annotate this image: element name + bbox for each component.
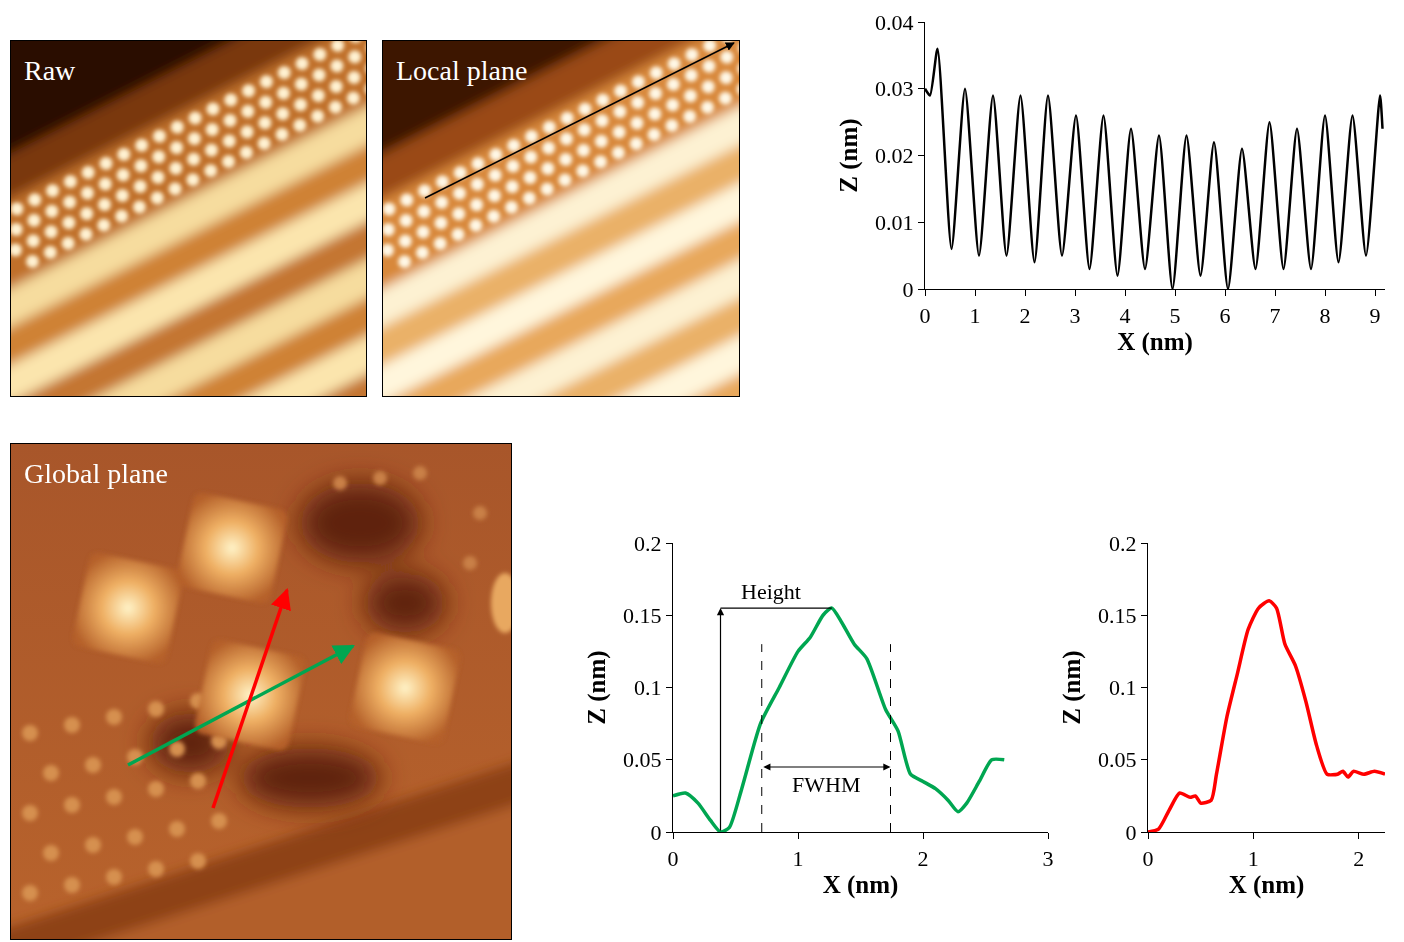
svg-text:0.04: 0.04 [875,10,914,35]
svg-text:X (nm): X (nm) [1229,871,1305,899]
svg-text:X (nm): X (nm) [1117,328,1193,356]
svg-text:Z (nm): Z (nm) [1058,650,1086,724]
svg-text:0.01: 0.01 [875,210,914,235]
svg-text:Height: Height [741,579,801,604]
svg-text:0.2: 0.2 [1109,531,1137,556]
svg-text:3: 3 [1070,303,1081,328]
svg-text:8: 8 [1320,303,1331,328]
svg-text:0.2: 0.2 [634,531,662,556]
svg-text:2: 2 [918,846,929,871]
svg-text:6: 6 [1220,303,1231,328]
svg-text:2: 2 [1020,303,1031,328]
svg-text:1: 1 [793,846,804,871]
svg-text:0.03: 0.03 [875,76,914,101]
svg-text:Z (nm): Z (nm) [583,650,611,724]
svg-text:0.15: 0.15 [623,603,662,628]
svg-text:5: 5 [1170,303,1181,328]
svg-text:0.05: 0.05 [1098,747,1137,772]
svg-text:Global plane: Global plane [24,458,168,489]
svg-text:9: 9 [1370,303,1381,328]
svg-text:0.05: 0.05 [623,747,662,772]
svg-text:Local plane: Local plane [396,55,527,86]
svg-text:0: 0 [1143,846,1154,871]
svg-text:0.15: 0.15 [1098,603,1137,628]
svg-text:Z (nm): Z (nm) [835,118,863,192]
svg-text:0: 0 [902,277,913,302]
svg-text:0: 0 [668,846,679,871]
svg-text:0: 0 [920,303,931,328]
svg-text:X (nm): X (nm) [823,871,899,899]
svg-text:0.1: 0.1 [634,675,662,700]
svg-text:Raw: Raw [24,55,76,86]
svg-text:0: 0 [650,820,661,845]
svg-text:1: 1 [1248,846,1259,871]
svg-text:FWHM: FWHM [792,772,860,797]
svg-text:2: 2 [1353,846,1364,871]
svg-text:1: 1 [970,303,981,328]
svg-text:4: 4 [1120,303,1131,328]
svg-text:0.02: 0.02 [875,143,914,168]
svg-text:7: 7 [1270,303,1281,328]
svg-text:0: 0 [1125,820,1136,845]
svg-text:0.1: 0.1 [1109,675,1137,700]
svg-text:3: 3 [1043,846,1054,871]
